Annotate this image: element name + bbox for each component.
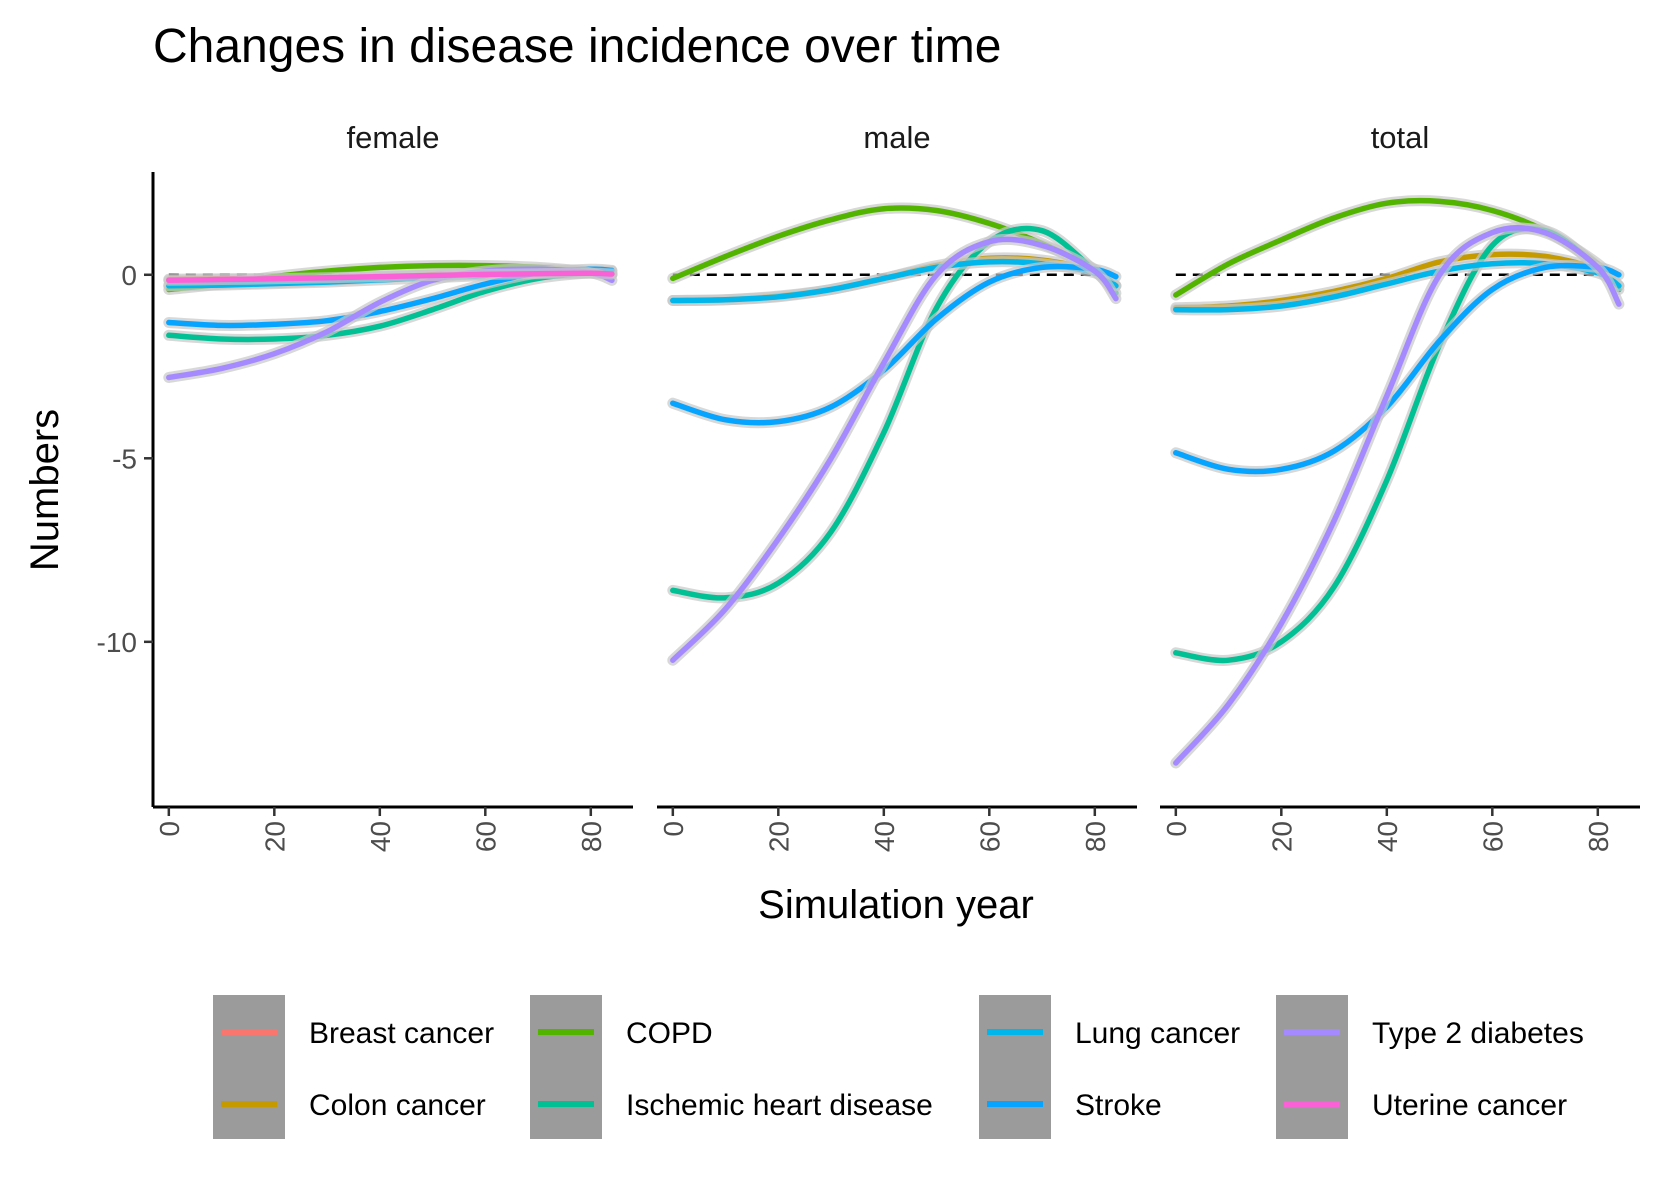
x-tick-label: 60: [974, 821, 1005, 852]
facet-label: total: [1371, 120, 1430, 155]
legend: Breast cancer Colon cancer COPD Ischemic he…: [213, 995, 1584, 1139]
facet-female: female 0 20 40 60 80: [153, 120, 633, 852]
y-tick-label: 0: [121, 260, 137, 291]
x-tick-label: 40: [365, 821, 396, 852]
chart-title: Changes in disease incidence over time: [153, 20, 1001, 73]
legend-label: Stroke: [1075, 1089, 1162, 1122]
y-tick-label: -5: [112, 443, 137, 474]
legend-label: Uterine cancer: [1372, 1089, 1567, 1122]
legend-key-background: [1276, 995, 1348, 1139]
series-line-stroke: [1173, 262, 1622, 475]
legend-key-background: [979, 995, 1051, 1139]
x-tick-label: 20: [259, 821, 290, 852]
legend-label: Colon cancer: [309, 1089, 486, 1122]
x-tick-label: 80: [576, 821, 607, 852]
x-tick-label: 60: [1477, 821, 1508, 852]
legend-key-background: [213, 995, 285, 1139]
series-line-type-2-diabetes: [1173, 225, 1622, 766]
facet-label: male: [863, 120, 930, 155]
x-tick-label: 40: [869, 821, 900, 852]
x-tick-label: 0: [154, 821, 185, 837]
facet-male: male 0 20 40 60 80: [657, 120, 1137, 852]
legend-label: COPD: [626, 1017, 713, 1050]
x-tick-label: 80: [1583, 821, 1614, 852]
legend-label: Breast cancer: [309, 1017, 494, 1050]
legend-label: Lung cancer: [1075, 1017, 1240, 1050]
facet-total: total 0 20 40 60 80: [1160, 120, 1640, 852]
legend-label: Type 2 diabetes: [1372, 1017, 1584, 1050]
series-line-stroke: [670, 263, 1119, 426]
series-confidence-band: [1170, 223, 1625, 666]
x-axis-title: Simulation year: [758, 883, 1034, 927]
legend-label: Ischemic heart disease: [626, 1089, 933, 1122]
y-axis: 0 -5 -10: [97, 172, 155, 807]
series-line-ischemic-heart-disease: [670, 225, 1119, 601]
x-tick-label: 80: [1080, 821, 1111, 852]
x-tick-label: 20: [763, 821, 794, 852]
y-axis-title: Numbers: [23, 409, 67, 571]
x-tick-label: 40: [1372, 821, 1403, 852]
x-tick-label: 0: [658, 821, 689, 837]
series-line-type-2-diabetes: [670, 236, 1119, 663]
series-line-uterine-cancer: [166, 270, 615, 284]
y-tick-label: -10: [97, 627, 137, 658]
x-tick-label: 60: [470, 821, 501, 852]
legend-key-background: [530, 995, 602, 1139]
x-tick-label: 20: [1266, 821, 1297, 852]
facet-label: female: [346, 120, 439, 155]
x-tick-label: 0: [1161, 821, 1192, 837]
